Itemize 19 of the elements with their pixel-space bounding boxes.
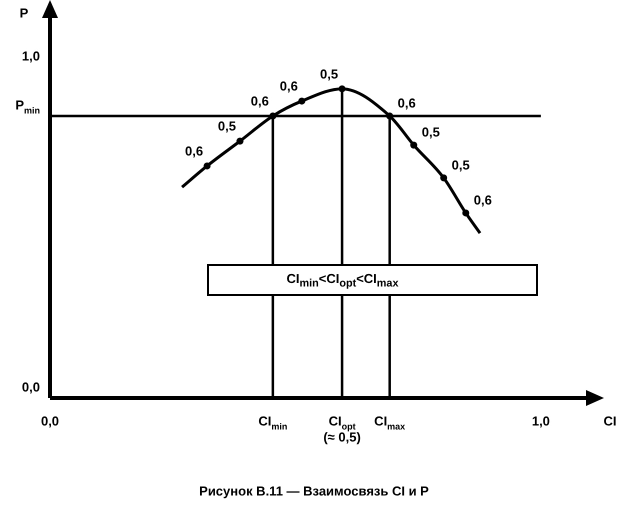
annotation: CI$_{min}$<CI$_{opt}$<CI$_{max}$ xyxy=(286,270,398,290)
annotation: 0,6 xyxy=(280,78,298,94)
annotation: 0,5 xyxy=(452,157,470,172)
annotation: 0,6 xyxy=(250,94,269,109)
annotation: 0,5 xyxy=(320,66,338,82)
y-tick-label: 0,0 xyxy=(22,380,40,395)
text-frame: CI$_{min}$<CI$_{opt}$<CI$_{max}$ xyxy=(207,264,538,296)
annotation: 0,6 xyxy=(398,96,416,111)
x-axis-title: CI xyxy=(604,414,616,429)
y-axis-title: P xyxy=(20,6,29,21)
annotation: 0,5 xyxy=(218,118,236,134)
x-tick-label: 1,0 xyxy=(532,414,550,429)
text: Рисунок B.11 — Взаимосвязь CI и P xyxy=(199,484,430,499)
y-tick-label: 1,0 xyxy=(22,48,40,64)
annotation: 0,5 xyxy=(422,124,440,140)
annotation: (≈ 0,5) xyxy=(323,430,361,445)
x-tick-label: 0,0 xyxy=(40,414,60,429)
annotation: 0,6 xyxy=(474,192,492,208)
annotation: 0,6 xyxy=(185,144,204,159)
